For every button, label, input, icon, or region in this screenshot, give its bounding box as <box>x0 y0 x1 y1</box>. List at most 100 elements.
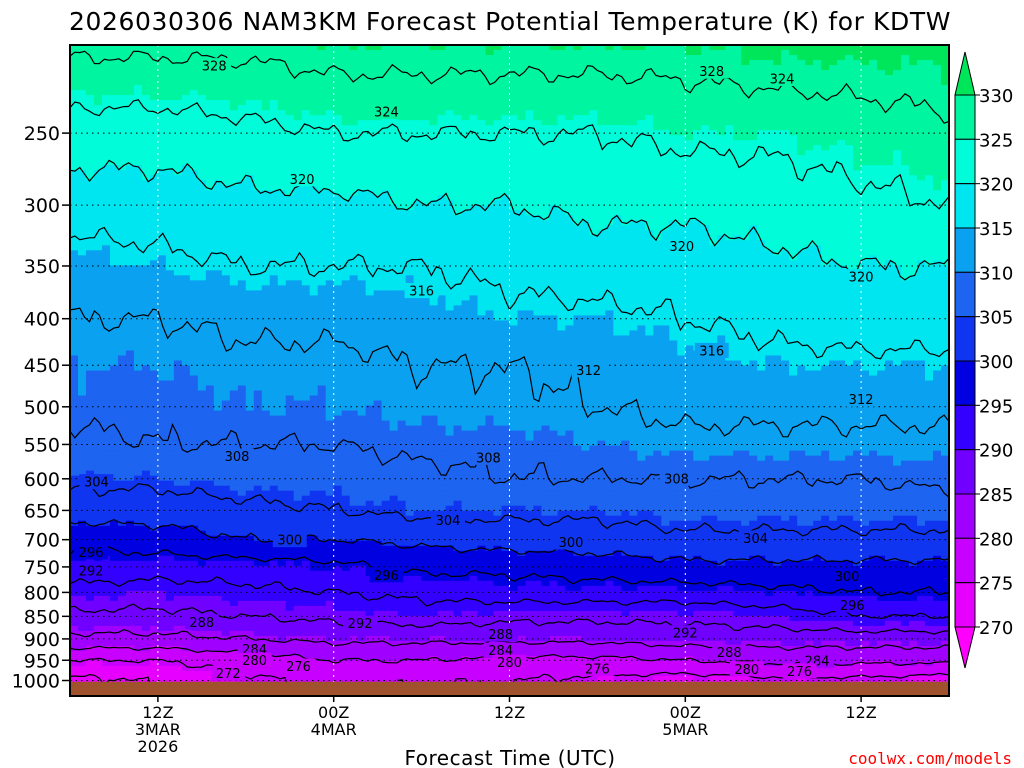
fill-cell <box>213 425 223 432</box>
fill-cell <box>341 230 351 236</box>
fill-cell <box>189 90 199 96</box>
fill-cell <box>197 490 207 497</box>
fill-cell <box>269 150 279 156</box>
fill-cell <box>357 75 367 81</box>
fill-cell <box>149 670 159 677</box>
fill-cell <box>333 395 343 402</box>
fill-cell <box>133 400 143 407</box>
fill-cell <box>325 430 335 437</box>
fill-cell <box>70 275 79 281</box>
fill-cell <box>173 235 183 241</box>
fill-cell <box>133 120 143 126</box>
fill-cell <box>173 330 183 337</box>
fill-cell <box>165 180 175 186</box>
fill-cell <box>365 595 375 602</box>
fill-cell <box>85 590 95 597</box>
fill-cell <box>197 660 207 667</box>
fill-cell <box>205 645 215 652</box>
fill-cell <box>85 385 95 392</box>
fill-cell <box>349 305 359 312</box>
fill-cell <box>109 405 119 412</box>
fill-cell <box>285 570 295 577</box>
fill-cell <box>173 650 183 657</box>
fill-cell <box>181 365 191 372</box>
fill-cell <box>173 385 183 392</box>
fill-cell <box>229 280 239 286</box>
fill-cell <box>261 50 271 56</box>
fill-cell <box>165 595 175 602</box>
fill-cell <box>101 250 111 256</box>
fill-cell <box>349 395 359 402</box>
fill-cell <box>301 190 311 196</box>
fill-cell <box>109 50 119 56</box>
fill-cell <box>181 85 191 91</box>
fill-cell <box>109 155 119 161</box>
fill-cell <box>173 440 183 447</box>
fill-cell <box>341 375 351 382</box>
fill-cell <box>213 515 223 522</box>
fill-cell <box>341 410 351 417</box>
fill-cell <box>325 240 335 246</box>
fill-cell <box>237 305 247 312</box>
fill-cell <box>70 260 79 266</box>
fill-cell <box>373 155 383 161</box>
fill-cell <box>173 90 183 96</box>
fill-cell <box>245 375 255 382</box>
fill-cell <box>277 590 287 597</box>
fill-cell <box>181 410 191 417</box>
fill-cell <box>70 530 79 537</box>
fill-cell <box>141 425 151 432</box>
fill-cell <box>301 295 311 301</box>
fill-cell <box>125 225 135 231</box>
fill-cell <box>325 340 335 347</box>
fill-cell <box>301 510 311 517</box>
fill-cell <box>293 110 303 116</box>
fill-cell <box>325 660 335 667</box>
fill-cell <box>149 375 159 382</box>
fill-cell <box>277 430 287 437</box>
fill-cell <box>93 180 103 186</box>
fill-cell <box>149 510 159 517</box>
fill-cell <box>229 320 239 327</box>
fill-cell <box>77 270 87 276</box>
fill-cell <box>77 615 87 622</box>
fill-cell <box>341 445 351 452</box>
fill-cell <box>349 95 359 101</box>
fill-cell <box>309 215 319 221</box>
fill-cell <box>293 60 303 66</box>
fill-cell <box>93 230 103 236</box>
fill-cell <box>341 225 351 231</box>
fill-cell <box>173 575 183 582</box>
fill-cell <box>205 170 215 176</box>
fill-cell <box>253 510 263 517</box>
fill-cell <box>309 385 319 392</box>
fill-cell <box>317 270 327 276</box>
fill-cell <box>189 205 199 211</box>
chart-title: 2026030306 NAM3KM Forecast Potential Tem… <box>69 7 951 36</box>
fill-cell <box>293 435 303 442</box>
fill-cell <box>277 280 287 286</box>
fill-cell <box>173 270 183 276</box>
fill-cell <box>109 590 119 597</box>
fill-cell <box>93 160 103 166</box>
fill-cell <box>301 350 311 357</box>
fill-cell <box>77 255 87 261</box>
fill-cell <box>293 190 303 196</box>
fill-cell <box>365 380 375 387</box>
fill-cell <box>141 155 151 161</box>
fill-cell <box>309 355 319 362</box>
fill-cell <box>197 260 207 266</box>
fill-cell <box>237 60 247 66</box>
fill-cell <box>237 465 247 472</box>
fill-cell <box>301 275 311 281</box>
fill-cell <box>285 440 295 447</box>
fill-cell <box>285 505 295 512</box>
fill-cell <box>365 285 375 291</box>
fill-cell <box>357 250 367 256</box>
fill-cell <box>365 410 375 417</box>
fill-cell <box>269 190 279 196</box>
fill-cell <box>141 555 151 562</box>
fill-cell <box>349 360 359 367</box>
fill-cell <box>117 650 127 657</box>
fill-cell <box>341 585 351 592</box>
